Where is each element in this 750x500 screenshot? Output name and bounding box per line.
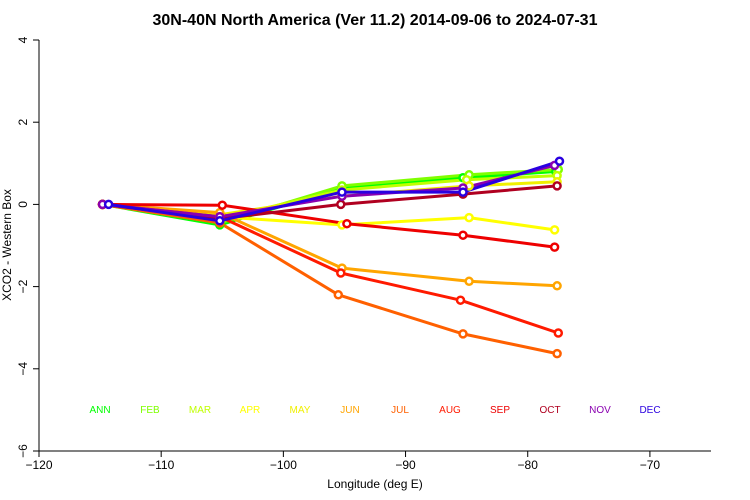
y-tick-label: −6 [16, 444, 30, 458]
x-tick-label: −70 [640, 458, 661, 472]
data-point-jul [458, 329, 468, 339]
chart-title: 30N-40N North America (Ver 11.2) 2014-09… [153, 12, 598, 29]
month-label-oct: OCT [539, 405, 560, 416]
data-point-jul [333, 290, 344, 300]
month-label-apr: APR [240, 405, 261, 416]
month-label-nov: NOV [589, 405, 611, 416]
y-axis-label: XCO2 - Western Box [0, 189, 14, 301]
y-tick-label: 0 [16, 201, 30, 208]
month-label-sep: SEP [490, 405, 510, 416]
y-tick-label: 4 [16, 36, 30, 43]
month-label-may: MAY [290, 405, 311, 416]
x-ticks: −120 −110 −100 −90 −80 −70 [25, 451, 660, 472]
data-point-dec [103, 199, 114, 210]
x-tick-label: −120 [25, 458, 52, 472]
data-point-aug [336, 268, 346, 278]
month-label-jul: JUL [391, 405, 409, 416]
x-tick-label: −90 [395, 458, 416, 472]
data-point-sep [549, 242, 560, 252]
data-point-apr [549, 225, 560, 235]
month-label-mar: MAR [189, 405, 211, 416]
y-tick-label: 2 [16, 119, 30, 126]
data-point-oct [552, 181, 562, 191]
data-point-dec [554, 156, 565, 166]
data-point-sep [217, 200, 228, 210]
month-label-feb: FEB [140, 405, 160, 416]
month-label-ann: ANN [89, 405, 110, 416]
x-tick-label: −110 [148, 458, 174, 472]
y-tick-label: −4 [16, 362, 30, 376]
data-point-apr [464, 212, 474, 223]
month-label-dec: DEC [639, 405, 660, 416]
x-tick-label: −80 [518, 458, 539, 472]
x-axis-label: Longitude (deg E) [327, 477, 422, 491]
data-point-jun [552, 281, 562, 291]
data-point-dec [337, 187, 347, 197]
data-point-oct [336, 199, 346, 210]
axes [38, 40, 711, 452]
data-point-jun [464, 276, 474, 287]
y-tick-label: −2 [16, 279, 30, 293]
data-point-dec [458, 187, 468, 197]
data-point-jul [552, 348, 562, 359]
data-point-sep [458, 230, 468, 240]
data-point-aug [455, 295, 466, 305]
y-ticks: −6 −4 −2 0 2 4 [16, 36, 39, 458]
data-point-sep [342, 218, 352, 229]
data-point-aug [553, 328, 564, 338]
series-points [97, 156, 565, 359]
data-point-dec [215, 216, 225, 226]
month-legend: ANN FEB MAR APR MAY JUN JUL AUG SEP OCT NOV DEC [89, 405, 660, 416]
x-tick-label: −100 [270, 458, 297, 472]
month-label-jun: JUN [340, 405, 359, 416]
month-label-aug: AUG [439, 405, 461, 416]
